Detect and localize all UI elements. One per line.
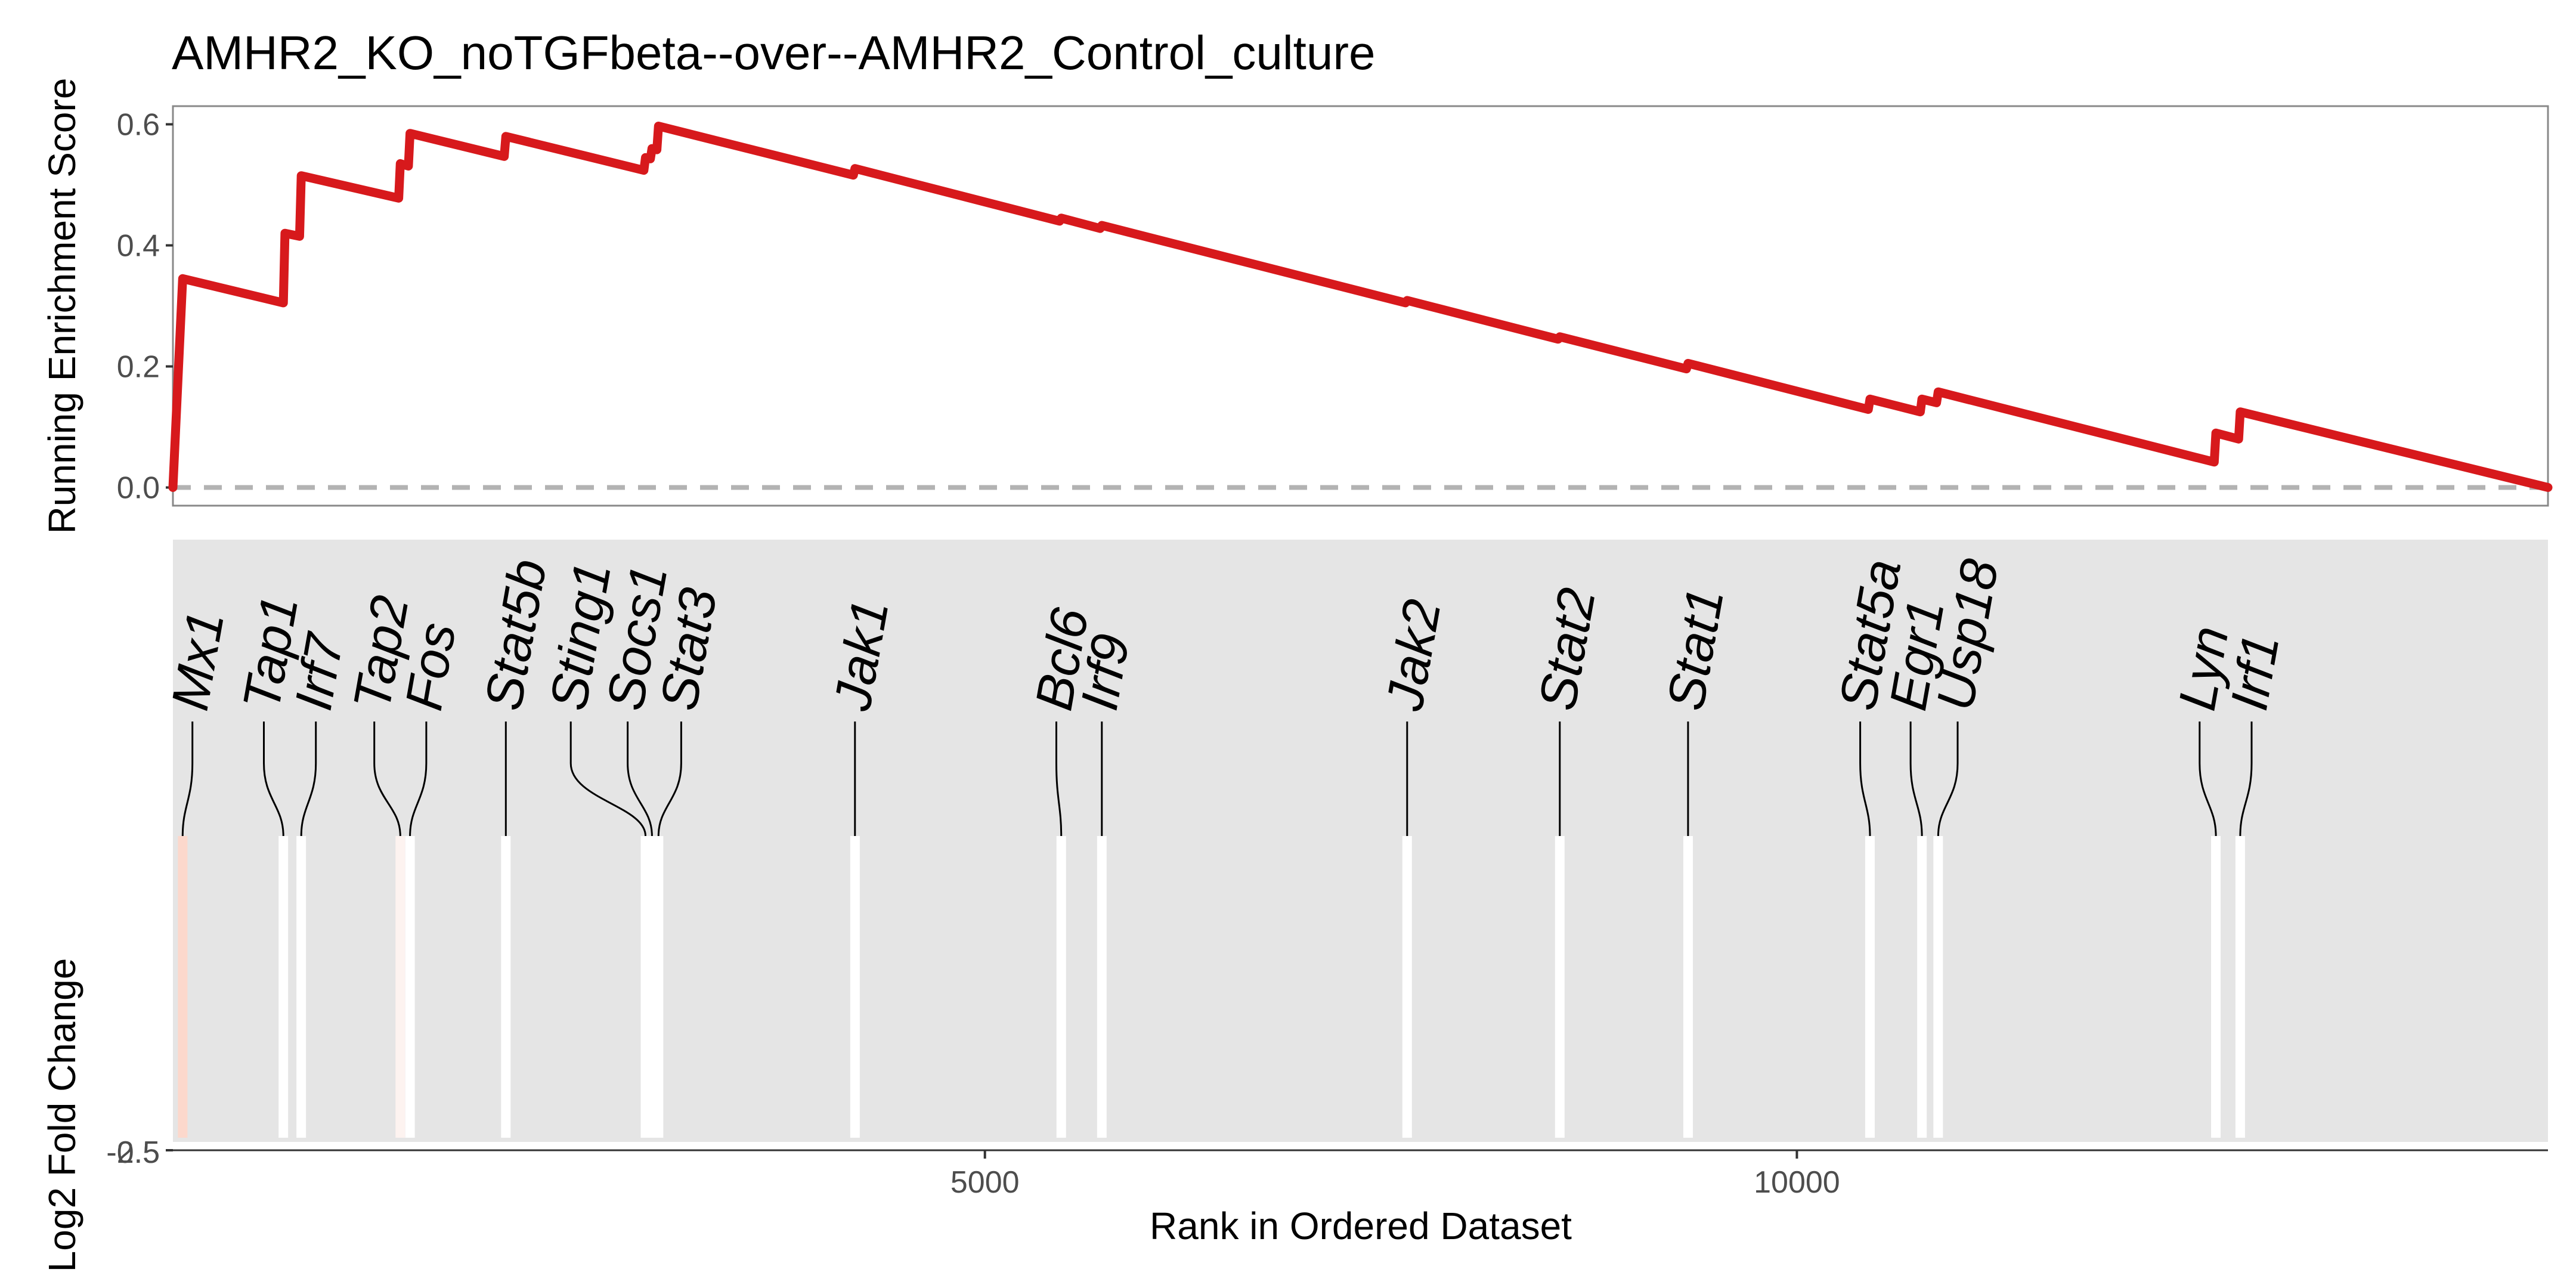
gene-hit-bar — [1097, 836, 1107, 1138]
gene-hit-bars — [178, 836, 2245, 1138]
enrichment-y-tick-label: 0.6 — [117, 107, 160, 142]
gene-label-connector — [181, 722, 194, 837]
gene-hit-bar — [850, 836, 860, 1138]
x-ticks: 5000 10000 — [950, 1150, 1840, 1200]
hit-y-tick-label: -0.5 — [106, 1135, 160, 1170]
gene-label-connector — [1937, 722, 1959, 837]
gene-hit-bar — [654, 836, 664, 1138]
gene-label-connector — [627, 722, 653, 837]
gene-label-irf7: Irf7 — [283, 628, 355, 714]
gene-hit-bar — [501, 836, 511, 1138]
plot-title: AMHR2_KO_noTGFbeta--over--AMHR2_Control_… — [172, 26, 1375, 79]
enrichment-panel-background — [172, 105, 2549, 507]
gene-label-irf9: Irf9 — [1069, 630, 1141, 714]
hit-y-ticks: -0.5 -2.5 — [106, 1135, 173, 1170]
hit-y-tick-label: -2.5 — [106, 1135, 160, 1170]
gene-hit-bar — [278, 836, 289, 1138]
enrichment-y-tick-label: 0.0 — [117, 471, 160, 506]
gene-hit-bar — [1865, 836, 1875, 1138]
gene-hit-bar — [178, 836, 188, 1138]
gene-hit-bar — [1056, 836, 1066, 1138]
running-enrichment-line — [168, 122, 2553, 492]
gene-hit-bar — [1555, 836, 1565, 1138]
gene-hit-bar — [1917, 836, 1927, 1138]
gene-label-connector — [263, 722, 284, 837]
enrichment-panel: 0.0 0.2 0.4 0.6 Running Enrichment Score — [41, 78, 2553, 534]
gene-label-connector — [569, 722, 646, 837]
x-tick-label: 5000 — [950, 1165, 1020, 1200]
gene-label-connector — [2199, 722, 2217, 837]
gene-label-connector — [1909, 722, 1923, 837]
enrichment-y-tick-label: 0.2 — [117, 350, 160, 385]
gene-label-lyn: Lyn — [2167, 622, 2240, 714]
gene-label-connector — [409, 722, 428, 837]
gene-hit-panel-background — [173, 540, 2548, 1142]
gene-hit-bar — [296, 836, 306, 1138]
gene-hit-bar — [2211, 836, 2221, 1138]
gene-hit-bar — [1683, 836, 1693, 1138]
enrichment-y-ticks: 0.0 0.2 0.4 0.6 — [117, 107, 173, 506]
x-tick-label: 10000 — [1754, 1165, 1840, 1200]
gene-hit-bar — [405, 836, 415, 1138]
enrichment-y-axis-label: Running Enrichment Score — [41, 78, 83, 534]
x-axis-label: Rank in Ordered Dataset — [1150, 1205, 1572, 1247]
gene-label-connector — [2239, 722, 2253, 837]
gene-hit-bar — [1402, 836, 1412, 1138]
gene-label-irf1: Irf1 — [2219, 630, 2290, 714]
gene-label-connector — [1859, 722, 1871, 837]
gene-label-connector — [300, 722, 317, 837]
gene-hit-bar — [395, 836, 405, 1138]
gene-hit-bar — [1933, 836, 1943, 1138]
gene-label-connector — [373, 722, 401, 837]
hit-y-axis-label: Log2 Fold Change — [41, 958, 83, 1272]
enrichment-y-tick-label: 0.4 — [117, 228, 160, 263]
gene-label-connector — [1055, 722, 1063, 837]
gene-hit-bar — [2235, 836, 2245, 1138]
gene-label-connector — [657, 722, 682, 837]
